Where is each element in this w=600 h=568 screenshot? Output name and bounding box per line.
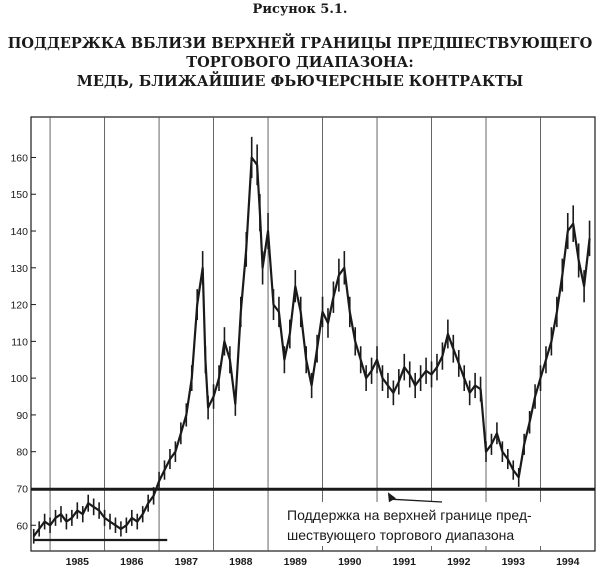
x-tick-label-1987: 1987 <box>175 556 199 568</box>
title-line-1: ПОДДЕРЖКА ВБЛИЗИ ВЕРХНЕЙ ГРАНИЦЫ ПРЕДШЕС… <box>7 35 593 52</box>
support-lines <box>31 487 595 542</box>
y-tick-label-140: 140 <box>10 226 28 238</box>
x-tick-label-1990: 1990 <box>338 556 362 568</box>
y-tick-label-60: 60 <box>16 520 28 532</box>
x-tick-label-1986: 1986 <box>120 556 144 568</box>
y-tick-label-100: 100 <box>10 373 28 385</box>
x-tick-label-1988: 1988 <box>229 556 253 568</box>
x-tick-label-1992: 1992 <box>447 556 471 568</box>
annotation-background <box>282 502 578 546</box>
title-line-3: МЕДЬ, БЛИЖАЙШИЕ ФЬЮЧЕРСНЫЕ КОНТРАКТЫ <box>76 73 524 90</box>
y-tick-label-120: 120 <box>10 300 28 312</box>
title-line-2: ТОРГОВОГО ДИАПАЗОНА: <box>186 54 414 71</box>
x-tick-label-1985: 1985 <box>66 556 90 568</box>
figure-label: Рисунок 5.1. <box>252 2 348 17</box>
year-gridlines <box>49 117 541 551</box>
x-tick-label-1993: 1993 <box>502 556 526 568</box>
y-tick-label-150: 150 <box>10 189 28 201</box>
y-axis: 60 70 80 90 100 110 120 130 140 150 160 <box>10 152 36 532</box>
x-axis: 1985 1986 1987 1988 1989 1990 1991 1992 1993 1994 <box>66 556 580 568</box>
annotation: Поддержка на верхней границе пред- шеств… <box>282 492 578 546</box>
y-tick-label-80: 80 <box>16 447 28 459</box>
annotation-line-1: Поддержка на верхней границе пред- <box>287 507 532 523</box>
annotation-arrow <box>390 498 443 503</box>
annotation-line-2: шествующего торгового диапазона <box>287 527 514 543</box>
plot-frame <box>30 116 596 552</box>
chart-title: ПОДДЕРЖКА ВБЛИЗИ ВЕРХНЕЙ ГРАНИЦЫ ПРЕДШЕС… <box>0 34 600 91</box>
x-tick-label-1989: 1989 <box>284 556 308 568</box>
y-tick-label-110: 110 <box>11 336 28 348</box>
x-tick-label-1994: 1994 <box>556 556 580 568</box>
price-series <box>32 136 591 544</box>
price-line <box>32 156 591 537</box>
y-tick-label-130: 130 <box>10 263 28 275</box>
y-tick-label-70: 70 <box>16 483 28 495</box>
annotation-arrow-head <box>387 492 396 503</box>
y-tick-label-160: 160 <box>10 152 28 164</box>
x-tick-label-1991: 1991 <box>393 556 417 568</box>
y-tick-label-90: 90 <box>16 410 28 422</box>
